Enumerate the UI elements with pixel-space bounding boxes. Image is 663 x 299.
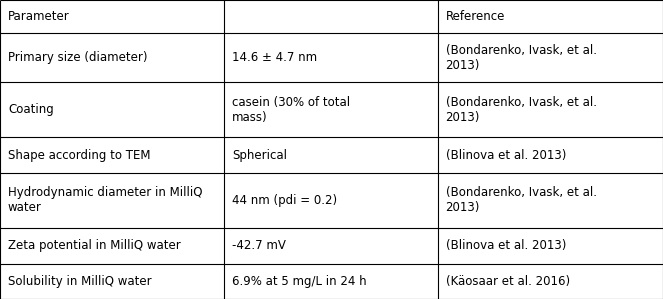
Text: Reference: Reference <box>446 10 505 23</box>
Text: Spherical: Spherical <box>232 149 287 161</box>
Text: casein (30% of total
mass): casein (30% of total mass) <box>232 96 350 123</box>
Text: (Bondarenko, Ivask, et al.
2013): (Bondarenko, Ivask, et al. 2013) <box>446 44 597 71</box>
Text: (Bondarenko, Ivask, et al.
2013): (Bondarenko, Ivask, et al. 2013) <box>446 187 597 214</box>
Text: Zeta potential in MilliQ water: Zeta potential in MilliQ water <box>8 239 181 252</box>
Text: Coating: Coating <box>8 103 54 116</box>
Text: 44 nm (pdi = 0.2): 44 nm (pdi = 0.2) <box>232 194 337 207</box>
Text: Parameter: Parameter <box>8 10 70 23</box>
Text: -42.7 mV: -42.7 mV <box>232 239 286 252</box>
Text: Primary size (diameter): Primary size (diameter) <box>8 51 147 64</box>
Text: Shape according to TEM: Shape according to TEM <box>8 149 151 161</box>
Text: (Käosaar et al. 2016): (Käosaar et al. 2016) <box>446 275 570 288</box>
Text: Hydrodynamic diameter in MilliQ
water: Hydrodynamic diameter in MilliQ water <box>8 187 202 214</box>
Text: Solubility in MilliQ water: Solubility in MilliQ water <box>8 275 152 288</box>
Text: (Blinova et al. 2013): (Blinova et al. 2013) <box>446 239 566 252</box>
Text: 6.9% at 5 mg/L in 24 h: 6.9% at 5 mg/L in 24 h <box>232 275 367 288</box>
Text: 14.6 ± 4.7 nm: 14.6 ± 4.7 nm <box>232 51 317 64</box>
Text: (Blinova et al. 2013): (Blinova et al. 2013) <box>446 149 566 161</box>
Text: (Bondarenko, Ivask, et al.
2013): (Bondarenko, Ivask, et al. 2013) <box>446 96 597 123</box>
